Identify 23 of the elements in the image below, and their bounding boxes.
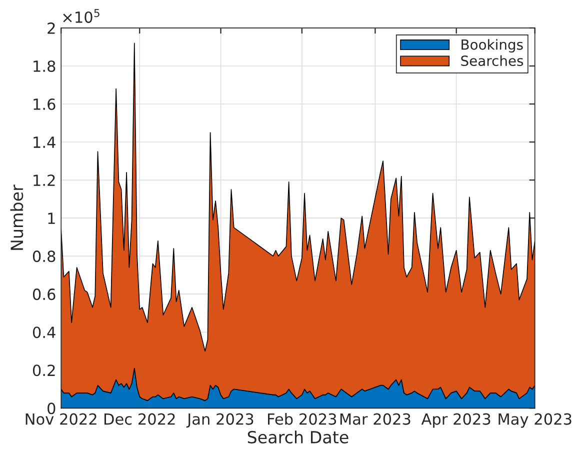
- x-tick-label: Apr 2023: [421, 413, 490, 428]
- x-tick-label: May 2023: [498, 413, 572, 428]
- y-tick-label: 0.8: [32, 250, 56, 262]
- x-tick-label: Jan 2023: [186, 413, 254, 428]
- legend-label: Searches: [461, 55, 524, 66]
- x-tick-label: Feb 2023: [268, 413, 336, 425]
- x-tick-label: Nov 2022: [26, 413, 96, 425]
- y-tick-label: 0: [48, 402, 56, 414]
- y-tick-label: 1.6: [34, 98, 56, 110]
- x-tick-label: Dec 2022: [104, 413, 175, 425]
- y-tick-label: 1.8: [34, 60, 56, 72]
- y-tick-label: 1: [48, 212, 55, 224]
- y-tick-label: 2: [48, 22, 55, 34]
- y-tick-label: 0.2: [32, 364, 55, 376]
- x-tick-label: Mar 2023: [340, 413, 410, 425]
- x-axis-title: Search Date: [248, 430, 348, 444]
- y-tick-label: 0.4: [32, 326, 56, 338]
- text: ×10$^{5}$: [63, 9, 100, 23]
- legend-label: Bookings: [462, 39, 523, 53]
- y-axis-title: Number: [10, 184, 24, 250]
- y-tick-label: 0.6: [32, 288, 56, 300]
- y-tick-label: 1.2: [34, 174, 55, 186]
- y-tick-label: 1.4: [34, 136, 56, 148]
